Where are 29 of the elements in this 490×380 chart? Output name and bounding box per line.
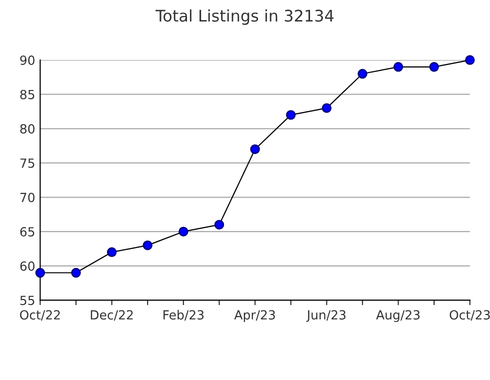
y-tick-label: 60 <box>20 261 34 271</box>
x-tick-label: Jun/23 <box>306 310 346 322</box>
point <box>429 62 439 72</box>
x-tick-label: Dec/22 <box>90 310 133 321</box>
x-tick-label: Oct/22 <box>20 310 60 321</box>
point <box>106 247 117 258</box>
point <box>250 144 260 154</box>
y-tick-label: 70 <box>20 192 34 202</box>
point <box>358 68 368 79</box>
x-tick-label: Feb/23 <box>164 310 204 321</box>
y-tick-label: 80 <box>20 124 34 134</box>
point <box>465 55 475 65</box>
point <box>322 103 332 113</box>
y-tick-label: 90 <box>20 56 34 65</box>
y-tick-label: 65 <box>20 227 34 237</box>
point <box>35 268 46 278</box>
point <box>214 220 224 230</box>
point <box>286 110 296 120</box>
point <box>393 62 404 72</box>
y-tick-label: 85 <box>20 90 34 100</box>
x-tick-label: Oct/23 <box>450 310 490 321</box>
x-tick-label: Aug/23 <box>376 310 420 322</box>
point <box>178 226 188 236</box>
point <box>71 268 81 278</box>
x-tick-label: Apr/23 <box>234 310 275 322</box>
y-tick-label: 75 <box>20 158 34 168</box>
chart-title: Total Listings in 32134 <box>156 9 334 25</box>
y-tick-label: 55 <box>20 296 34 306</box>
point <box>142 240 152 250</box>
